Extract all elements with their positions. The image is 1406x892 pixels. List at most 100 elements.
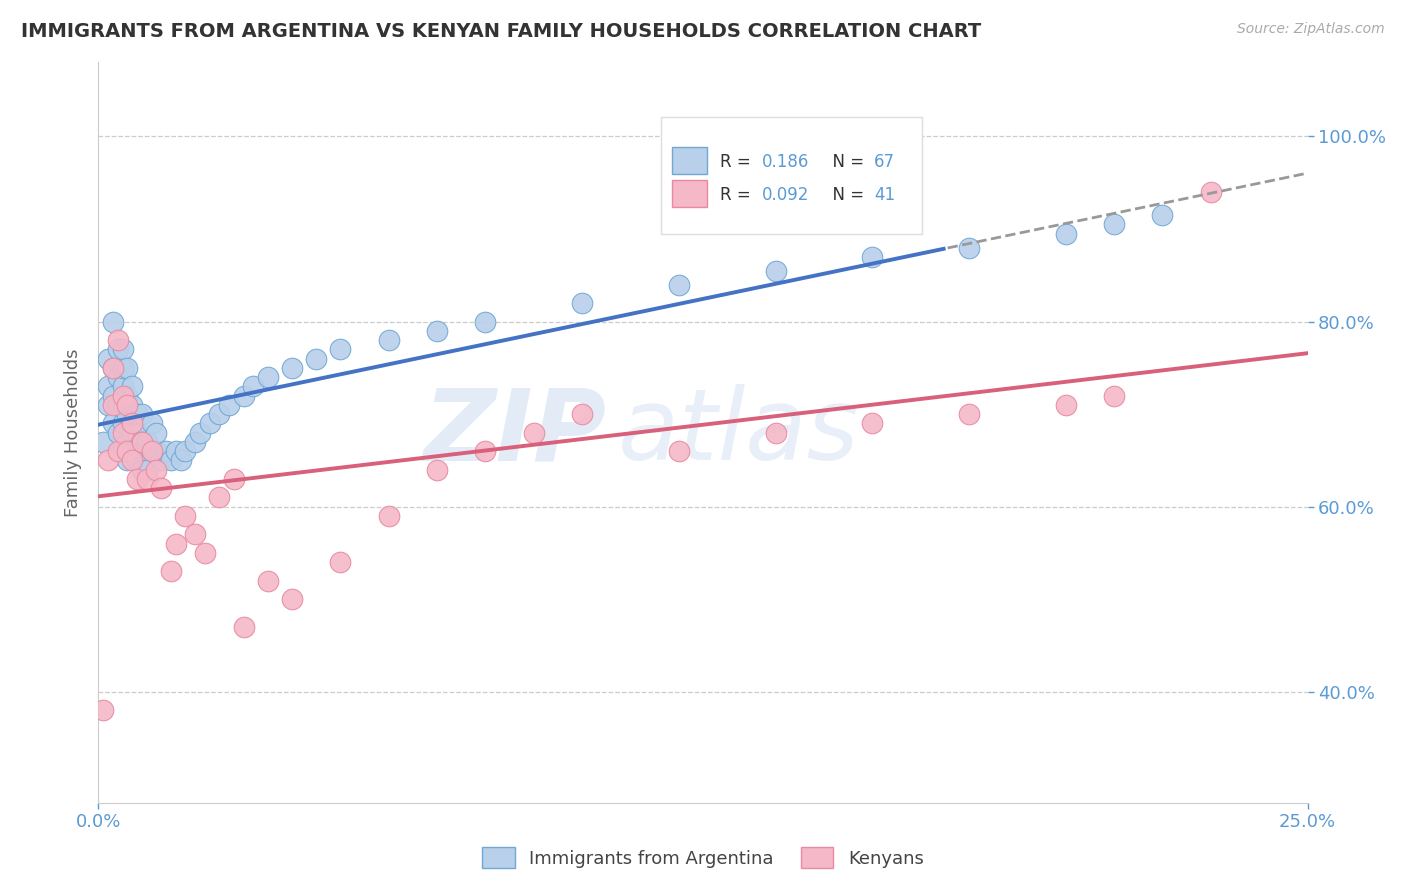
- Y-axis label: Family Households: Family Households: [63, 349, 82, 516]
- Point: [426, 462, 449, 476]
- Point: [145, 444, 167, 458]
- Text: R =: R =: [720, 153, 755, 171]
- Point: [127, 472, 149, 486]
- Point: [121, 453, 143, 467]
- Point: [1199, 185, 1222, 199]
- Point: [111, 389, 134, 403]
- Point: [121, 417, 143, 431]
- Point: [141, 444, 163, 458]
- Point: [135, 472, 157, 486]
- Point: [222, 472, 245, 486]
- Point: [97, 453, 120, 467]
- Point: [1102, 218, 1125, 232]
- Point: [117, 453, 139, 467]
- Point: [256, 370, 278, 384]
- Point: [194, 546, 217, 560]
- Point: [117, 434, 139, 449]
- Point: [131, 434, 153, 449]
- Point: [141, 444, 163, 458]
- Point: [165, 536, 187, 550]
- Text: IMMIGRANTS FROM ARGENTINA VS KENYAN FAMILY HOUSEHOLDS CORRELATION CHART: IMMIGRANTS FROM ARGENTINA VS KENYAN FAMI…: [21, 22, 981, 41]
- Point: [111, 425, 134, 440]
- Bar: [672, 147, 707, 174]
- Point: [957, 240, 980, 255]
- Point: [571, 296, 593, 310]
- Text: 41: 41: [875, 186, 896, 204]
- Point: [1152, 208, 1174, 222]
- Point: [188, 425, 211, 440]
- Point: [107, 444, 129, 458]
- FancyBboxPatch shape: [661, 118, 922, 234]
- Point: [174, 444, 197, 458]
- Point: [131, 434, 153, 449]
- Point: [329, 555, 352, 569]
- Point: [281, 592, 304, 607]
- Point: [160, 565, 183, 579]
- Point: [127, 407, 149, 421]
- Text: 0.186: 0.186: [762, 153, 810, 171]
- Bar: [672, 180, 707, 207]
- Point: [141, 417, 163, 431]
- Point: [101, 360, 124, 375]
- Point: [117, 444, 139, 458]
- Point: [107, 343, 129, 357]
- Text: 67: 67: [875, 153, 896, 171]
- Point: [121, 398, 143, 412]
- Point: [765, 263, 787, 277]
- Point: [150, 453, 173, 467]
- Point: [150, 481, 173, 495]
- Point: [860, 417, 883, 431]
- Point: [107, 333, 129, 347]
- Point: [135, 434, 157, 449]
- Point: [242, 379, 264, 393]
- Text: Source: ZipAtlas.com: Source: ZipAtlas.com: [1237, 22, 1385, 37]
- Point: [232, 620, 254, 634]
- Point: [131, 462, 153, 476]
- Text: R =: R =: [720, 186, 755, 204]
- Point: [111, 379, 134, 393]
- Point: [107, 370, 129, 384]
- Point: [97, 398, 120, 412]
- Point: [117, 389, 139, 403]
- Point: [101, 360, 124, 375]
- Point: [765, 425, 787, 440]
- Point: [184, 434, 207, 449]
- Point: [145, 462, 167, 476]
- Point: [305, 351, 328, 366]
- Point: [117, 398, 139, 412]
- Text: N =: N =: [823, 153, 870, 171]
- Point: [218, 398, 240, 412]
- Text: N =: N =: [823, 186, 870, 204]
- Point: [165, 444, 187, 458]
- Point: [127, 425, 149, 440]
- Point: [91, 434, 114, 449]
- Point: [208, 491, 231, 505]
- Point: [174, 508, 197, 523]
- Point: [1102, 389, 1125, 403]
- Point: [101, 315, 124, 329]
- Point: [957, 407, 980, 421]
- Point: [169, 453, 191, 467]
- Text: ZIP: ZIP: [423, 384, 606, 481]
- Point: [121, 425, 143, 440]
- Point: [97, 379, 120, 393]
- Point: [208, 407, 231, 421]
- Point: [571, 407, 593, 421]
- Point: [121, 379, 143, 393]
- Point: [135, 462, 157, 476]
- Point: [281, 360, 304, 375]
- Point: [860, 250, 883, 264]
- Point: [377, 508, 399, 523]
- Point: [198, 417, 221, 431]
- Point: [523, 425, 546, 440]
- Point: [107, 425, 129, 440]
- Legend: Immigrants from Argentina, Kenyans: Immigrants from Argentina, Kenyans: [475, 840, 931, 875]
- Point: [232, 389, 254, 403]
- Point: [1054, 227, 1077, 241]
- Point: [101, 389, 124, 403]
- Point: [127, 453, 149, 467]
- Point: [329, 343, 352, 357]
- Point: [121, 444, 143, 458]
- Point: [131, 407, 153, 421]
- Point: [111, 444, 134, 458]
